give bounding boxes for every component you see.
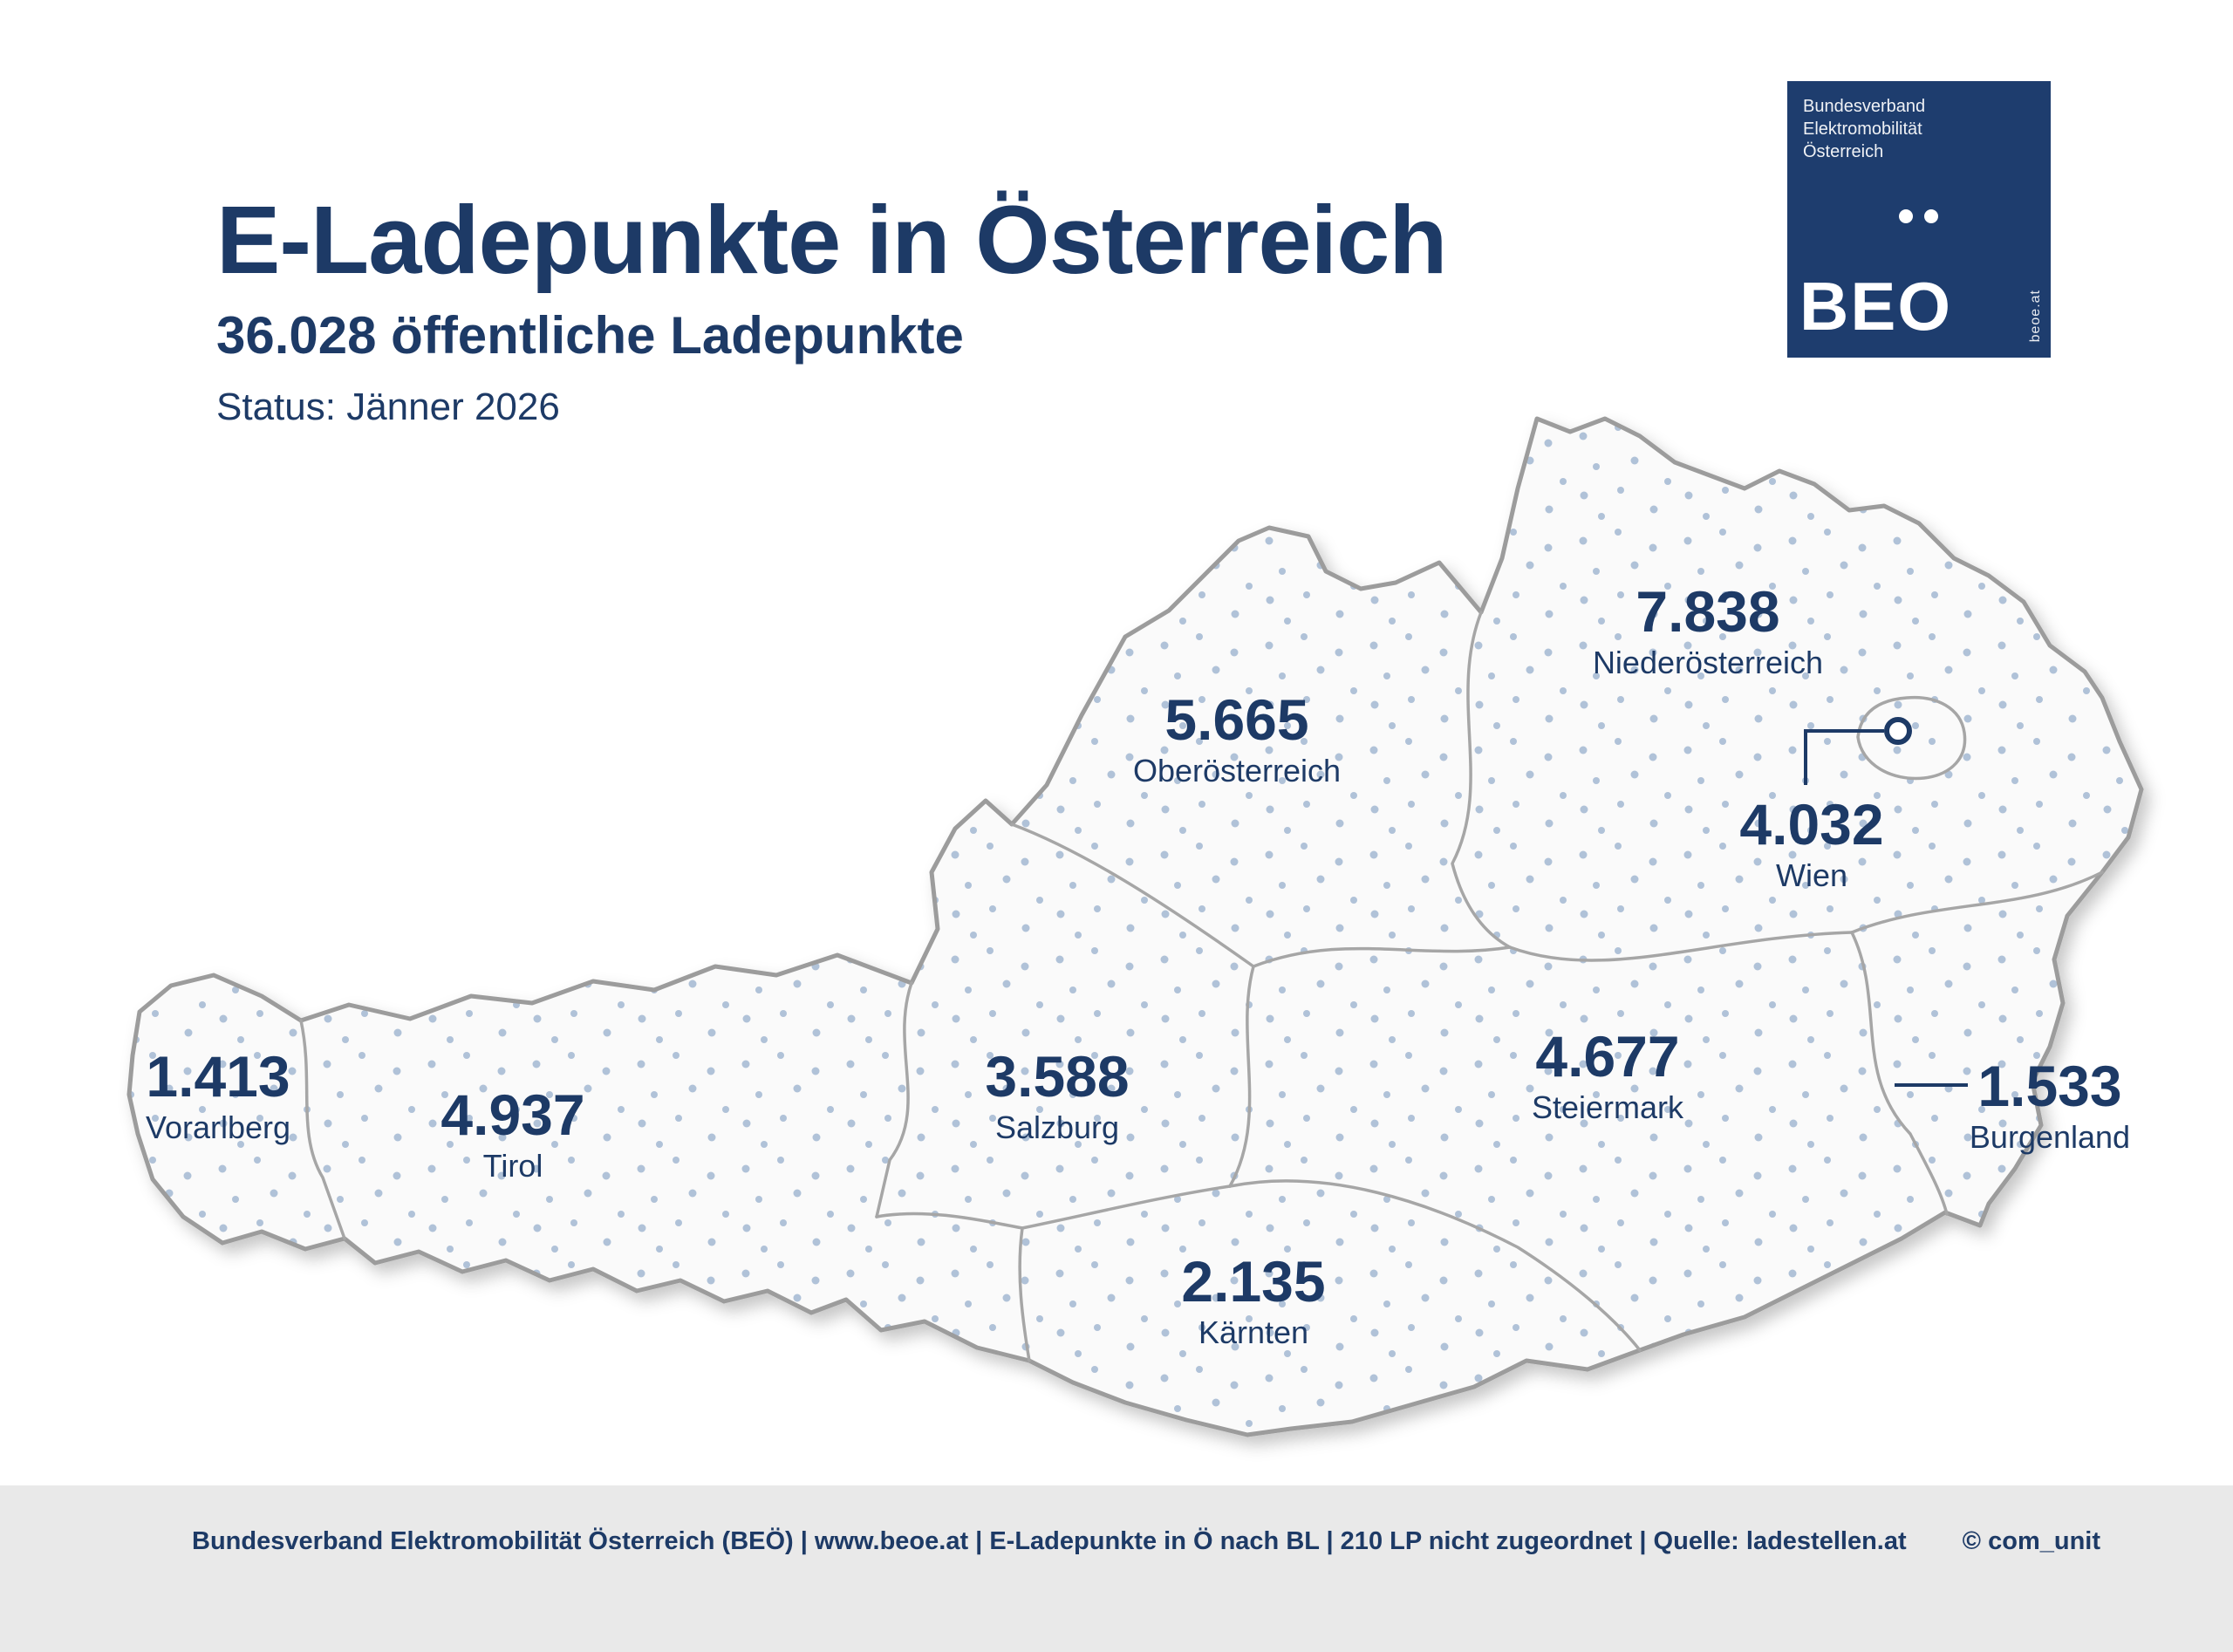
region-value: 1.533: [1977, 1054, 2122, 1118]
beo-logo: Bundesverband Elektromobilität Österreic…: [1787, 81, 2051, 358]
border-salzburg-steiermark: [1228, 965, 1255, 1188]
border-osttirol-kaernten: [1018, 1226, 1031, 1362]
austria-outline: [126, 416, 2144, 1437]
page-subtitle: 36.028 öffentliche Ladepunkte: [216, 306, 964, 365]
region-value: 4.937: [440, 1082, 585, 1147]
region-label-burgenland: 1.533 Burgenland: [1969, 1054, 2131, 1156]
region-label-steiermark: 4.677 Steiermark: [1531, 1024, 1684, 1126]
region-name: Kärnten: [1198, 1314, 1309, 1351]
region-value: 5.665: [1164, 687, 1309, 752]
region-name: Burgenland: [1969, 1119, 2131, 1156]
border-salzburg-kaernten: [1021, 1184, 1232, 1230]
footer-bar: Bundesverband Elektromobilität Österreic…: [0, 1485, 2233, 1652]
logo-org-line-3: Österreich: [1803, 142, 1884, 161]
region-label-wien: 4.032 Wien: [1739, 792, 1884, 894]
region-name: Niederösterreich: [1592, 645, 1824, 681]
callout-lines: [1804, 717, 1968, 1087]
region-name: Tirol: [482, 1148, 543, 1184]
region-name: Wien: [1775, 857, 1848, 894]
region-name: Vorarlberg: [145, 1109, 291, 1146]
region-value: 4.677: [1535, 1024, 1680, 1089]
border-kaernten-steiermark: [1228, 1179, 1642, 1352]
logo-org-line-1: Bundesverband: [1803, 97, 1926, 116]
border-wien: [1856, 695, 1967, 781]
region-label-niederoesterreich: 7.838 Niederösterreich: [1592, 579, 1824, 681]
border-salzburg-osttirol: [875, 1212, 1024, 1230]
region-name: Salzburg: [994, 1109, 1120, 1146]
umlaut-dot-right: [1924, 209, 1938, 223]
region-label-oberoesterreich: 5.665 Oberösterreich: [1132, 687, 1342, 789]
region-value: 3.588: [985, 1044, 1130, 1109]
logo-org-line-2: Elektromobilität: [1803, 119, 1922, 139]
region-label-kaernten: 2.135 Kärnten: [1181, 1249, 1326, 1351]
footer-credit: © com_unit: [1962, 1527, 2100, 1555]
region-value: 7.838: [1635, 579, 1780, 644]
region-label-tirol: 4.937 Tirol: [440, 1082, 585, 1184]
border-salzburg-oberoesterreich: [1010, 823, 1255, 968]
wien-connector-line: [1804, 729, 1884, 785]
wien-marker-ring: [1884, 717, 1912, 745]
border-niederoesterreich-burgenland: [1850, 870, 2104, 934]
border-oberoesterreich-niederoesterreich: [1451, 611, 1512, 949]
logo-domain: beoe.at: [2028, 289, 2043, 342]
region-label-salzburg: 3.588 Salzburg: [985, 1044, 1130, 1146]
border-tirol-salzburg: [875, 981, 913, 1219]
region-name: Steiermark: [1531, 1089, 1684, 1126]
status-line: Status: Jänner 2026: [216, 386, 560, 428]
region-value: 2.135: [1181, 1249, 1326, 1314]
region-value: 4.032: [1739, 792, 1884, 857]
border-oberoesterreich-steiermark: [1252, 945, 1512, 968]
umlaut-dots-icon: [1899, 209, 1938, 223]
border-vorarlberg-tirol: [299, 1019, 346, 1240]
page-title: E-Ladepunkte in Österreich: [216, 187, 1447, 294]
footer-source-line: Bundesverband Elektromobilität Österreic…: [192, 1527, 1907, 1555]
header: E-Ladepunkte in Österreich 36.028 öffent…: [216, 187, 1447, 431]
logo-org-name: Bundesverband Elektromobilität Österreic…: [1803, 95, 1925, 163]
border-niederoesterreich-steiermark: [1508, 931, 1854, 962]
region-value: 1.413: [146, 1044, 290, 1109]
region-label-vorarlberg: 1.413 Vorarlberg: [145, 1044, 291, 1146]
state-borders: [299, 611, 2104, 1362]
region-name: Oberösterreich: [1132, 753, 1342, 789]
border-steiermark-burgenland: [1850, 931, 1949, 1216]
logo-wordmark: BEO: [1799, 268, 1953, 345]
umlaut-dot-left: [1899, 209, 1913, 223]
